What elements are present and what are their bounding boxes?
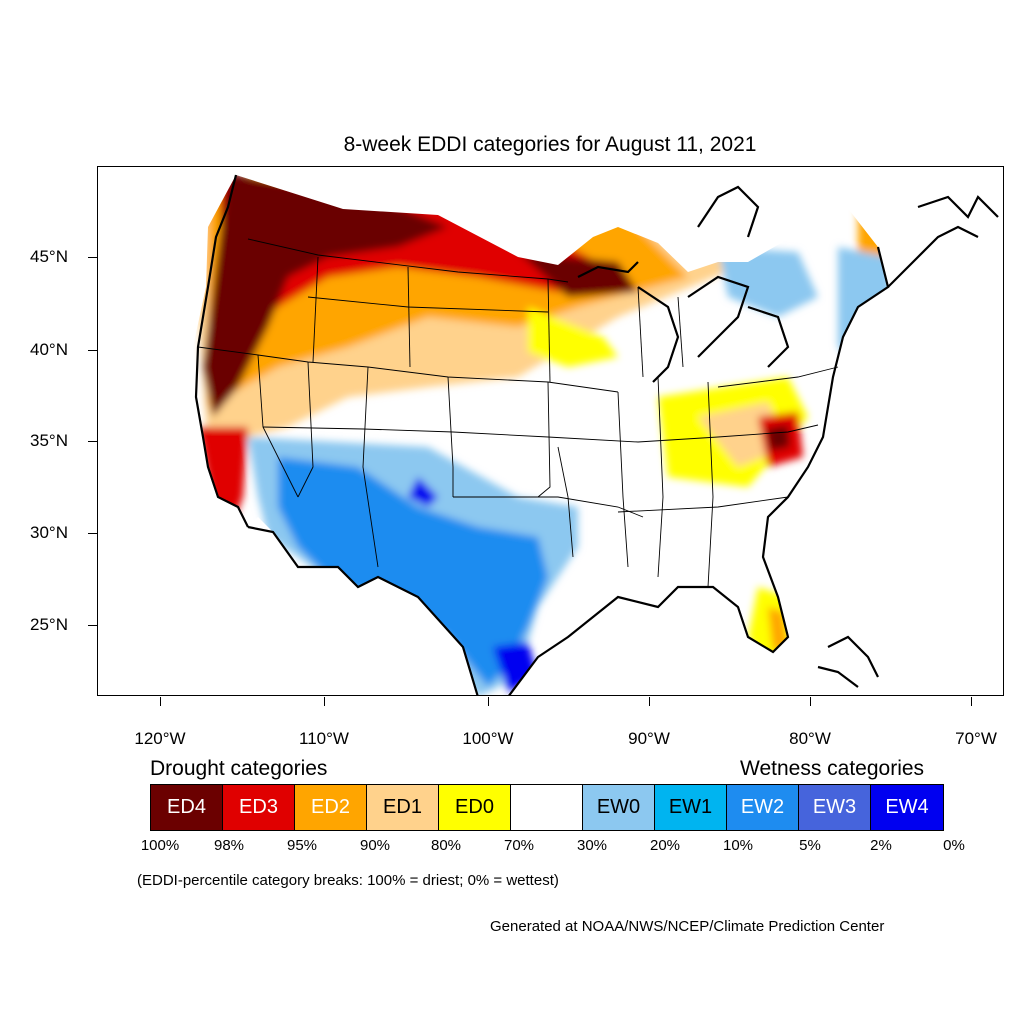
lon-tick-110 [324, 697, 325, 706]
category-breaks-note: (EDDI-percentile category breaks: 100% =… [137, 872, 559, 889]
lat-tick-30 [88, 533, 97, 534]
legend-break-9: 5% [799, 837, 821, 854]
legend-break-7: 20% [649, 837, 681, 854]
lat-label-25: 25°N [30, 615, 68, 634]
lat-tick-35 [88, 441, 97, 442]
legend-break-5: 70% [503, 837, 535, 854]
map-title: 8-week EDDI categories for August 11, 20… [343, 133, 757, 156]
eddi-map-canvas [193, 174, 999, 695]
legend-box-ed2: ED2 [295, 785, 367, 830]
lon-tick-80 [810, 697, 811, 706]
category-legend: ED4 ED3 ED2 ED1 ED0 EW0 EW1 EW2 EW3 EW4 [150, 784, 944, 831]
lon-label-70: 70°W [955, 729, 997, 748]
legend-break-0: 100% [140, 837, 180, 854]
state-boundaries [197, 238, 839, 588]
legend-break-8: 10% [722, 837, 754, 854]
category-fields [193, 175, 888, 695]
lat-tick-25 [88, 625, 97, 626]
legend-break-11: 0% [943, 837, 965, 854]
lat-label-35: 35°N [30, 431, 68, 450]
legend-box-ew0: EW0 [583, 785, 655, 830]
lat-label-40: 40°N [30, 340, 68, 359]
legend-box-normal [511, 785, 583, 830]
coastlines [194, 174, 999, 695]
legend-break-3: 90% [359, 837, 391, 854]
lat-tick-45 [88, 257, 97, 258]
lon-label-80: 80°W [789, 729, 831, 748]
legend-break-6: 30% [576, 837, 608, 854]
lat-label-30: 30°N [30, 523, 68, 542]
legend-box-ed4: ED4 [151, 785, 223, 830]
legend-box-ed3: ED3 [223, 785, 295, 830]
lon-tick-70 [971, 697, 972, 706]
lon-label-100: 100°W [462, 729, 514, 748]
legend-box-ew3: EW3 [799, 785, 871, 830]
wetness-categories-heading: Wetness categories [740, 757, 925, 780]
lon-tick-100 [488, 697, 489, 706]
legend-break-1: 98% [213, 837, 245, 854]
legend-box-ew4: EW4 [871, 785, 943, 830]
legend-box-ed0: ED0 [439, 785, 511, 830]
eddi-map [97, 166, 1004, 696]
lon-label-120: 120°W [134, 729, 186, 748]
lat-label-45: 45°N [30, 247, 68, 266]
legend-break-2: 95% [286, 837, 318, 854]
legend-box-ed1: ED1 [367, 785, 439, 830]
legend-break-4: 80% [430, 837, 462, 854]
drought-categories-heading: Drought categories [150, 757, 328, 780]
credit-line: Generated at NOAA/NWS/NCEP/Climate Predi… [490, 918, 885, 935]
lon-label-110: 110°W [299, 729, 349, 748]
lon-tick-90 [649, 697, 650, 706]
legend-box-ew1: EW1 [655, 785, 727, 830]
lat-tick-40 [88, 350, 97, 351]
legend-box-ew2: EW2 [727, 785, 799, 830]
lon-label-90: 90°W [628, 729, 670, 748]
legend-break-10: 2% [870, 837, 892, 854]
lon-tick-120 [160, 697, 161, 706]
